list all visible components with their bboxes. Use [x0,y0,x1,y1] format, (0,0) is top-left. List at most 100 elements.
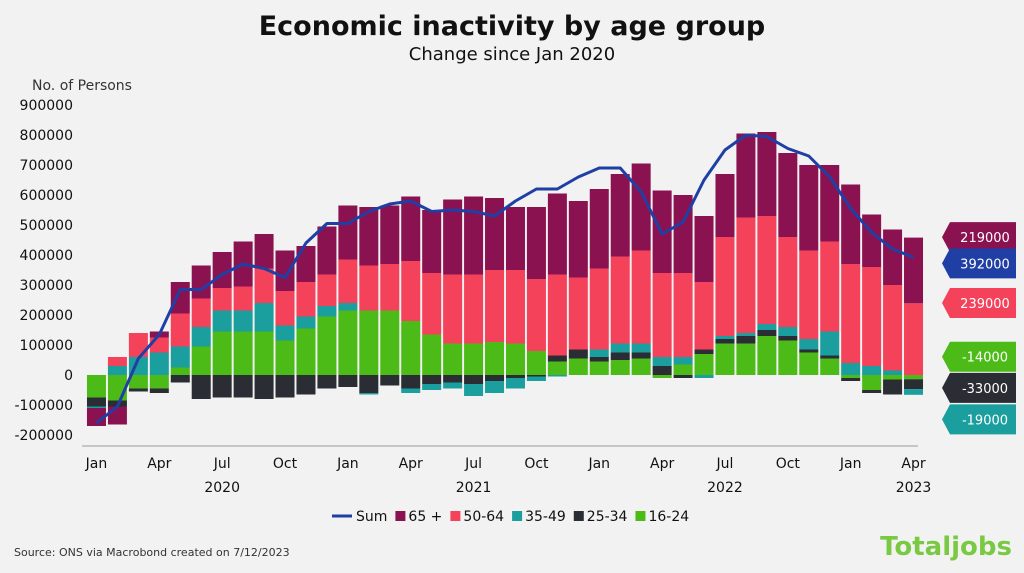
sum-line-group [95,133,915,425]
legend-item: Sum [332,509,387,525]
bar-segment-65 [610,174,630,257]
legend-item: 16-24 [635,509,689,525]
bar-segment-2534 [631,352,651,359]
bar-segment-3549 [317,306,337,317]
bar-segment-5064 [862,267,882,366]
bar-segment-5064 [505,270,525,344]
legend-label: Sum [356,509,387,525]
bar-segment-3549 [610,343,630,353]
end-tag-box [942,404,1016,435]
bar-segment-2534 [652,366,672,375]
bar-segment-3549 [736,333,756,336]
bar-segment-1624 [883,375,903,380]
bar-segment-2534 [694,349,714,354]
bar-segment-5064 [275,291,295,326]
bar-segment-65 [757,132,777,216]
bar-segment-2534 [233,375,253,398]
y-tick-label: 800000 [20,128,73,144]
bar-segment-65 [694,216,714,282]
bar-segment-3549 [485,381,505,393]
bar-segment-65 [191,265,211,299]
bar-segment-1624 [128,375,148,389]
bar-segment-3549 [862,366,882,375]
bar-segment-3549 [338,303,358,311]
bar-segment-2534 [275,375,295,398]
bar-segment-65 [568,201,588,278]
bar-segment-2534 [191,375,211,399]
bar-segment-3549 [296,316,316,329]
bar-segment-3549 [191,327,211,347]
bar-segment-2534 [841,378,861,381]
bar-segment-5064 [317,274,337,306]
bar-segment-3549 [757,324,777,330]
bar-segment-2534 [736,336,756,344]
bar-segment-2534 [589,357,609,362]
bar-segment-2534 [86,397,106,407]
end-tag-box [942,248,1016,279]
y-axis: -200000 -100000 0 100000 200000 300000 400000 5… [15,98,74,444]
end-tag-label: 392000 [960,257,1010,272]
bar-segment-5064 [841,264,861,363]
bar-segment-65 [107,406,127,425]
bar-segment-2534 [715,339,735,344]
bar-segment-3549 [631,343,651,353]
x-tick-label: Jul [716,456,734,472]
bar-segment-2534 [820,355,840,359]
bar-segment-65 [317,226,337,275]
x-tick-label: Apr [147,456,171,472]
bar-segment-65 [736,133,756,218]
y-tick-label: 700000 [20,158,73,174]
end-tag-label: 239000 [960,297,1010,312]
end-tag-box [942,288,1016,318]
bar-segment-1624 [443,343,463,375]
bar-segment-3549 [883,370,903,375]
bar-segment-1624 [589,361,609,375]
y-tick-label: 100000 [20,338,73,354]
bar-segment-2534 [254,375,274,399]
x-tick-label: Oct [524,456,549,472]
x-tick-label: Jul [213,456,231,472]
bar-segment-1624 [149,375,169,389]
bar-segment-1624 [841,375,861,378]
bar-segment-1624 [862,375,882,390]
bar-segment-65 [904,237,924,304]
bar-segment-2534 [757,330,777,336]
legend-label: 16-24 [648,509,689,525]
y-tick-label: 0 [64,368,73,384]
chart-subtitle: Change since Jan 2020 [409,44,615,65]
legend-label: 65 + [408,509,442,525]
bar-segment-1624 [631,358,651,375]
bar-segment-65 [422,210,442,273]
y-tick-label: -100000 [15,398,74,414]
bar-segment-2534 [485,375,505,381]
bar-segment-2534 [547,355,567,362]
legend-label: 25-34 [587,509,628,525]
x-tick-label: Jan [336,456,359,472]
end-tag: -19000 [942,404,1016,435]
x-tick-label: Jan [839,456,862,472]
bar-segment-5064 [170,313,190,347]
bar-segment-2534 [883,379,903,395]
bar-segment-1624 [380,310,400,375]
bar-segment-65 [862,214,882,267]
bar-segment-1624 [715,343,735,375]
bar-segment-5064 [715,237,735,336]
bar-segment-3549 [526,376,546,381]
bar-segment-5064 [778,237,798,327]
bar-segment-5064 [673,273,693,357]
bar-segment-5064 [338,259,358,303]
legend: Sum 65 + 50-64 35-49 25-34 16-24 [332,509,689,525]
bar-segment-3549 [904,389,924,395]
end-tag-label: -33000 [962,382,1008,397]
legend-swatch [395,511,406,521]
y-tick-label: 600000 [20,188,73,204]
bar-segment-5064 [485,270,505,342]
bar-segment-1624 [422,334,442,375]
bar-segment-65 [715,174,735,237]
bar-segment-65 [799,165,819,251]
bar-segment-3549 [422,384,442,390]
end-tag-label: 219000 [960,231,1010,246]
bar-segment-65 [778,153,798,237]
bar-segment-2534 [128,388,148,392]
